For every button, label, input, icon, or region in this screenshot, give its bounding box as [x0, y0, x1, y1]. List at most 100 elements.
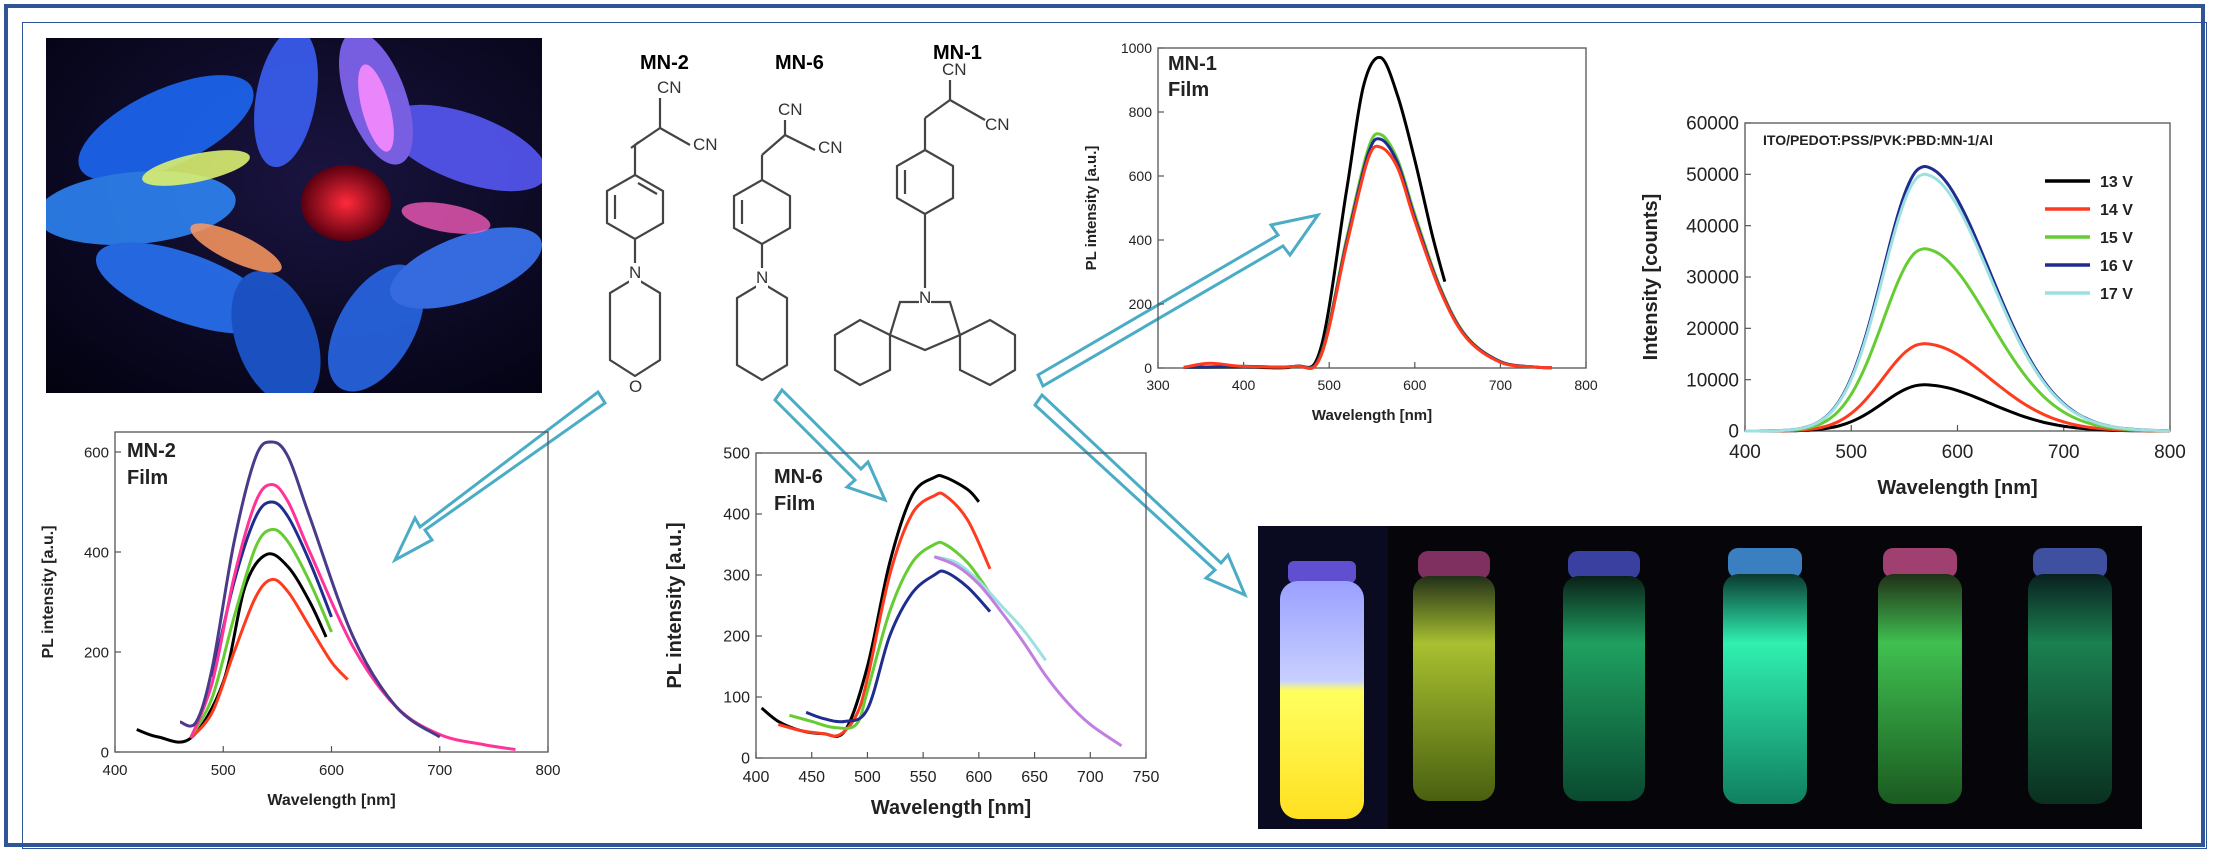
mn1-label: MN-1	[933, 42, 982, 64]
el-spectrum-legend-label: 17 V	[2100, 286, 2133, 303]
mn6-film-axes-frame	[755, 452, 1147, 759]
mn6-film-ytick-label: 200	[723, 629, 750, 646]
mn1-cn-label: CN	[942, 60, 967, 79]
fluorescent-tubes-image	[46, 38, 542, 393]
el-spectrum-ytick-label: 0	[1728, 422, 1739, 443]
el-spectrum-ytick-label: 60000	[1686, 114, 1739, 135]
mn2-film-ytick-label: 200	[84, 644, 109, 661]
mn2-film-xtick-label: 700	[427, 762, 452, 779]
mn6-film-xtick-label: 700	[1077, 769, 1104, 786]
arrow-to-mn6	[773, 387, 888, 503]
mn6-film-ytick-label: 0	[741, 751, 750, 768]
mn6-film-ytick-label: 500	[723, 446, 750, 463]
el-spectrum-legend-label: 13 V	[2100, 174, 2133, 191]
mn6-film-ytick-label: 100	[723, 690, 750, 707]
mn1-film-xtick-label: 700	[1489, 377, 1513, 393]
mn2-film-xtick-label: 400	[102, 762, 127, 779]
mn2-film-xtick-label: 800	[535, 762, 560, 779]
mn6-film-xtick-label: 750	[1133, 769, 1160, 786]
el-spectrum-xtick-label: 600	[1942, 442, 1974, 463]
mn6-film-series-line	[789, 540, 992, 730]
mn2-film-ylabel: PL intensity [a.u.]	[40, 525, 57, 658]
mn2-cn-label: CN	[657, 78, 682, 97]
mn2-film-xlabel: Wavelength [nm]	[267, 792, 395, 809]
mn1-film-title: MN-1	[1168, 53, 1217, 75]
el-spectrum-xtick-label: 800	[2154, 442, 2186, 463]
el-spectrum-ytick-label: 40000	[1686, 216, 1739, 237]
mn6-structure	[732, 120, 816, 382]
fluorescent-tubes-photo	[46, 38, 542, 393]
mn6-film-series-line	[933, 555, 1123, 748]
el-spectrum-legend: 13 V 14 V 15 V 16 V 17 V	[2045, 174, 2133, 303]
mn1-film-axes-frame	[1157, 47, 1587, 369]
mn1-film-ytick-label: 1000	[1121, 40, 1152, 56]
mn1-film-ytick-label: 800	[1129, 104, 1153, 120]
mn1-film-ytick-label: 600	[1129, 168, 1153, 184]
mn2-structure	[605, 98, 691, 378]
mn1-film-plot: 300 400 500 600 700 800 0 200 400 600 800 1000 Wavel…	[1083, 40, 1598, 424]
mn1-film-ytick-label: 200	[1129, 296, 1153, 312]
el-spectrum-legend-label: 16 V	[2100, 258, 2133, 275]
el-spectrum-title: ITO/PEDOT:PSS/PVK:PBD:MN-1/Al	[1763, 132, 1993, 148]
el-spectrum-ytick-label: 30000	[1686, 268, 1739, 289]
vials-image	[1258, 526, 2142, 829]
arrow-to-mn2	[391, 389, 608, 564]
el-spectrum-xlabel: Wavelength [nm]	[1877, 477, 2037, 499]
mn6-cn-label-2: CN	[818, 138, 843, 157]
mn1-film-ytick-label: 400	[1129, 232, 1153, 248]
mn6-film-plot: 400 450 500 550 600 650 700 750 0 100 200 300 400 500…	[664, 446, 1159, 819]
mn1-structure	[833, 80, 1017, 387]
mn1-film-xtick-label: 500	[1318, 377, 1342, 393]
el-spectrum-ytick-label: 10000	[1686, 370, 1739, 391]
mn6-film-series-line	[933, 555, 1047, 662]
mn2-o-label: O	[629, 377, 643, 397]
mn1-film-xtick-label: 800	[1574, 377, 1598, 393]
mn2-film-title: MN-2	[127, 440, 176, 462]
el-spectrum-xtick-label: 700	[2048, 442, 2080, 463]
mn6-cn-label: CN	[778, 100, 803, 119]
mn6-film-xtick-label: 500	[854, 769, 881, 786]
mn2-film-ytick-label: 600	[84, 444, 109, 461]
mn1-film-xtick-label: 400	[1232, 377, 1256, 393]
vials-photo	[1258, 526, 2142, 829]
mn6-film-ytick-label: 300	[723, 568, 750, 585]
mn2-cn-label-2: CN	[693, 135, 718, 154]
mn2-film-ytick-label: 0	[101, 744, 109, 761]
el-spectrum-legend-label: 15 V	[2100, 230, 2133, 247]
mn2-film-subtitle: Film	[127, 467, 168, 489]
mn1-n-label: N	[919, 288, 932, 308]
mn6-film-xlabel: Wavelength [nm]	[871, 797, 1031, 819]
mn2-film-series-line	[179, 440, 441, 739]
el-spectrum-plot: 400 500 600 700 800 0 10000 20000 30000 40000 5000…	[1640, 114, 2186, 499]
mn6-film-ytick-label: 400	[723, 507, 750, 524]
mn2-film-series-line	[189, 527, 333, 738]
mn2-n-label: N	[629, 263, 642, 283]
arrow-to-vials	[1033, 392, 1248, 598]
mn1-film-xlabel: Wavelength [nm]	[1312, 407, 1432, 424]
mn6-film-xtick-label: 450	[798, 769, 825, 786]
el-spectrum-ylabel: Intensity [counts]	[1640, 194, 1662, 361]
mn6-film-subtitle: Film	[774, 493, 815, 515]
mn2-film-series-line	[136, 552, 328, 744]
el-spectrum-ytick-label: 50000	[1686, 165, 1739, 186]
mn1-film-series-line	[1183, 144, 1552, 370]
mn2-film-xtick-label: 500	[211, 762, 236, 779]
el-spectrum-ytick-label: 20000	[1686, 319, 1739, 340]
mn6-film-ylabel: PL intensity [a.u.]	[664, 522, 686, 688]
mn1-film-subtitle: Film	[1168, 79, 1209, 101]
el-spectrum-series-line	[1744, 247, 2171, 433]
mn6-film-xtick-label: 600	[966, 769, 993, 786]
mn2-film-xtick-label: 600	[319, 762, 344, 779]
mn6-label: MN-6	[775, 52, 824, 74]
mn1-cn-label-2: CN	[985, 115, 1010, 134]
mn2-film-plot: 400 500 600 700 800 0 200 400 600 Wavelength [nm]…	[40, 431, 561, 809]
mn6-film-title: MN-6	[774, 466, 823, 488]
mn2-label: MN-2	[640, 52, 689, 74]
mn1-film-xtick-label: 600	[1403, 377, 1427, 393]
el-spectrum-legend-label: 14 V	[2100, 202, 2133, 219]
